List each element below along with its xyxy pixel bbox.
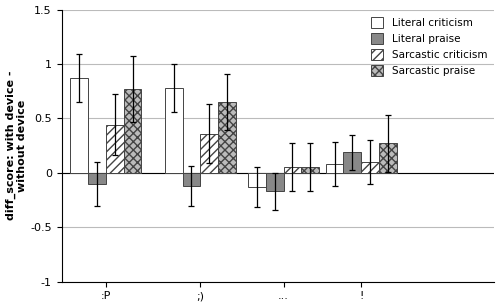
Bar bbox=[106, 125, 124, 173]
Bar bbox=[218, 102, 236, 173]
Bar bbox=[284, 167, 302, 173]
Bar bbox=[165, 88, 182, 173]
Y-axis label: diff_score: with device -
without device: diff_score: with device - without device bbox=[6, 71, 28, 220]
Bar bbox=[88, 173, 106, 184]
Bar bbox=[302, 167, 319, 173]
Bar bbox=[182, 173, 200, 186]
Bar bbox=[379, 143, 397, 173]
Bar bbox=[344, 152, 361, 173]
Bar bbox=[248, 173, 266, 187]
Bar bbox=[124, 89, 142, 173]
Bar bbox=[326, 164, 344, 173]
Bar bbox=[200, 134, 218, 173]
Legend: Literal criticism, Literal praise, Sarcastic criticism, Sarcastic praise: Literal criticism, Literal praise, Sarca… bbox=[368, 15, 489, 78]
Bar bbox=[361, 162, 379, 173]
Bar bbox=[266, 173, 283, 191]
Bar bbox=[70, 78, 88, 173]
